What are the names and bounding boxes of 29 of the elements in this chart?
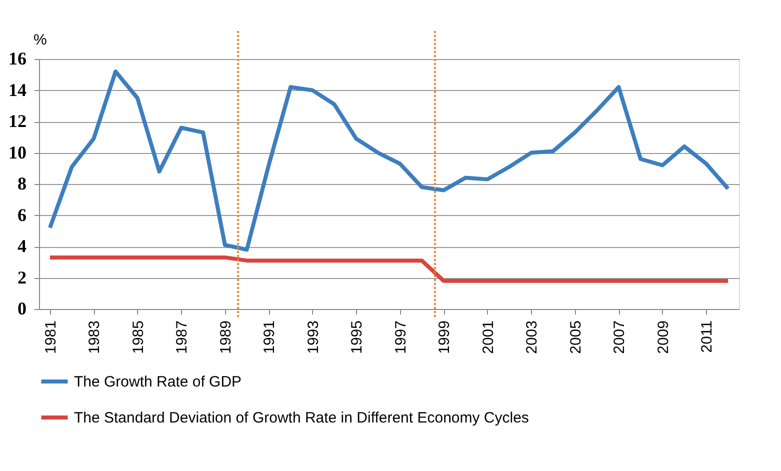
y-tick-label: 2 [18, 267, 26, 288]
x-tick-label: 1981 [42, 320, 60, 354]
x-tick-label: 1993 [304, 320, 322, 354]
x-tick-label: 1995 [348, 320, 366, 354]
x-tick-label: 2009 [654, 320, 672, 354]
x-tick-label: 2011 [698, 320, 716, 353]
y-tick-label: 6 [18, 204, 26, 225]
x-tick-label: 2005 [567, 320, 584, 354]
x-tick-label: 1999 [436, 320, 454, 354]
y-tick-label: 16 [8, 48, 26, 68]
x-tick-label: 1983 [86, 320, 104, 354]
y-tick-label: 14 [8, 80, 26, 100]
y-tick-label: 12 [8, 111, 26, 131]
legend-label: The Standard Deviation of Growth Rate in Different Economy Cycles [74, 410, 529, 426]
x-tick-label: 1991 [261, 320, 278, 354]
x-tick-label: 2003 [524, 320, 541, 354]
y-tick-label: 8 [18, 174, 26, 194]
y-tick-label: 0 [18, 298, 26, 318]
x-tick-label: 1997 [392, 320, 410, 354]
y-axis-title: % [34, 32, 47, 48]
x-tick-label: 1987 [174, 320, 191, 354]
y-tick-label: 10 [8, 142, 26, 162]
x-tick-label: 1985 [130, 320, 147, 354]
x-tick-label: 2001 [480, 320, 497, 354]
x-tick-label: 1989 [217, 320, 234, 354]
line-series [48, 70, 730, 252]
x-tick-label: 2007 [611, 320, 628, 354]
legend-label: The Growth Rate of GDP [74, 374, 242, 390]
y-tick-label: 4 [18, 236, 26, 256]
